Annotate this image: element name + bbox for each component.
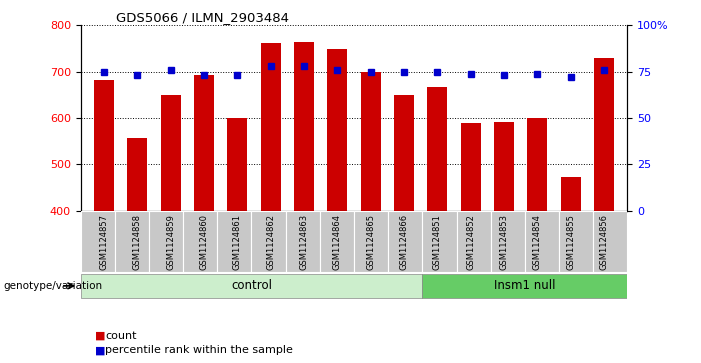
Bar: [561, 177, 580, 211]
Text: GSM1124851: GSM1124851: [433, 213, 442, 269]
Bar: [361, 72, 381, 211]
Text: count: count: [105, 331, 137, 341]
Bar: [327, 49, 347, 211]
Text: GSM1124866: GSM1124866: [400, 213, 409, 270]
Bar: [494, 122, 514, 211]
Bar: [286, 211, 320, 272]
Text: GSM1124860: GSM1124860: [200, 213, 208, 270]
Text: GSM1124856: GSM1124856: [599, 213, 608, 270]
Bar: [594, 58, 614, 211]
Bar: [461, 123, 481, 211]
Text: GSM1124862: GSM1124862: [266, 213, 275, 270]
Bar: [559, 211, 593, 272]
Bar: [183, 211, 217, 272]
Text: GSM1124863: GSM1124863: [299, 213, 308, 270]
Text: ■: ■: [95, 331, 105, 341]
Bar: [149, 211, 183, 272]
Bar: [294, 42, 314, 211]
Bar: [217, 211, 252, 272]
Text: control: control: [231, 280, 272, 292]
Bar: [388, 211, 423, 272]
Bar: [128, 138, 147, 211]
Bar: [423, 211, 456, 272]
Bar: [81, 274, 422, 298]
Text: percentile rank within the sample: percentile rank within the sample: [105, 345, 293, 355]
Bar: [115, 211, 149, 272]
Bar: [252, 211, 286, 272]
Bar: [227, 118, 247, 211]
Text: GSM1124859: GSM1124859: [166, 213, 175, 269]
Bar: [593, 211, 627, 272]
Text: Insm1 null: Insm1 null: [494, 280, 556, 292]
Bar: [194, 75, 214, 211]
Text: GDS5066 / ILMN_2903484: GDS5066 / ILMN_2903484: [116, 11, 289, 24]
Bar: [94, 79, 114, 211]
Bar: [354, 211, 388, 272]
Bar: [81, 211, 115, 272]
Bar: [491, 211, 525, 272]
Bar: [261, 43, 280, 211]
Text: GSM1124853: GSM1124853: [500, 213, 508, 270]
Text: GSM1124861: GSM1124861: [233, 213, 242, 270]
Text: ■: ■: [95, 345, 105, 355]
Text: GSM1124855: GSM1124855: [566, 213, 576, 269]
Bar: [527, 118, 547, 211]
Bar: [525, 211, 559, 272]
Text: GSM1124864: GSM1124864: [333, 213, 342, 270]
Text: GSM1124858: GSM1124858: [132, 213, 142, 270]
Bar: [423, 274, 627, 298]
Bar: [161, 95, 181, 211]
Bar: [428, 86, 447, 211]
Bar: [394, 95, 414, 211]
Bar: [456, 211, 491, 272]
Text: GSM1124852: GSM1124852: [466, 213, 475, 269]
Text: genotype/variation: genotype/variation: [4, 281, 102, 291]
Text: GSM1124857: GSM1124857: [100, 213, 109, 270]
Text: GSM1124854: GSM1124854: [533, 213, 542, 269]
Bar: [320, 211, 354, 272]
Text: GSM1124865: GSM1124865: [366, 213, 375, 270]
